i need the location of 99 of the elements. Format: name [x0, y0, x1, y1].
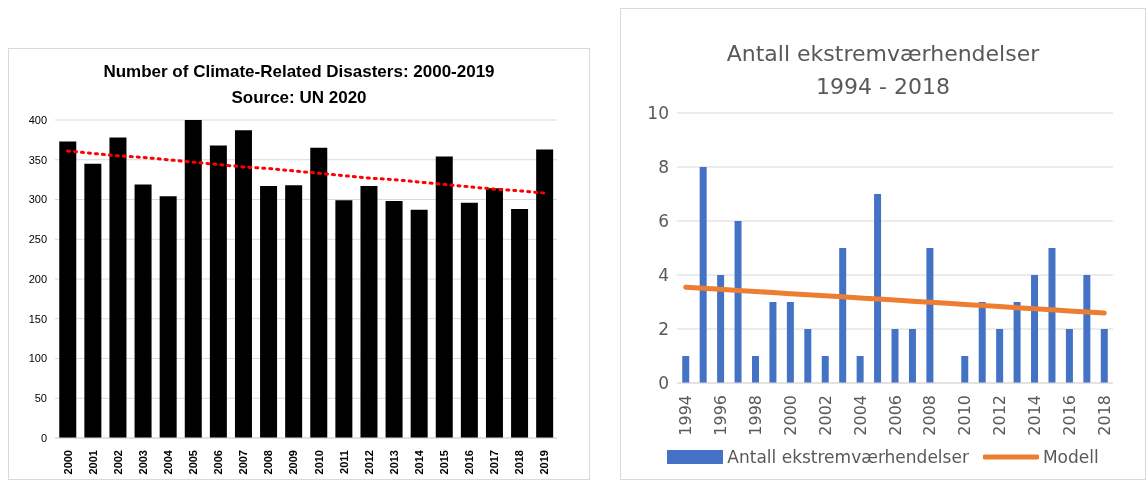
x-tick-label: 2005 [187, 450, 200, 475]
y-tick-label: 400 [28, 113, 47, 126]
x-tick-label: 2018 [513, 450, 526, 475]
y-tick-label: 10 [647, 103, 669, 124]
bar [536, 149, 554, 438]
x-tick-label: 2008 [920, 395, 940, 436]
x-tick-label: 2015 [438, 450, 451, 475]
bar [908, 329, 916, 383]
bar [1065, 329, 1073, 383]
x-tick-label: 2000 [61, 450, 74, 475]
bar [1100, 329, 1108, 383]
chart-title: Number of Climate-Related Disasters: 2000-2019 [102, 61, 496, 83]
bar [511, 209, 529, 438]
chart-title: Antall ekstremværhendelser [725, 40, 1041, 68]
legend-label: Modell [1042, 447, 1099, 467]
x-tick-label: 2012 [362, 450, 375, 475]
bar [874, 194, 882, 383]
bar [59, 141, 77, 438]
bar [460, 202, 478, 438]
x-tick-label: 2007 [237, 450, 250, 475]
bar [485, 188, 503, 438]
bar [856, 356, 864, 383]
y-tick-label: 2 [658, 319, 669, 340]
x-tick-label: 2017 [488, 450, 501, 475]
bar [159, 196, 177, 438]
x-tick-label: 2014 [1025, 395, 1045, 436]
bar [891, 329, 899, 383]
x-tick-label: 1994 [676, 395, 696, 436]
bar [821, 356, 829, 383]
bar [804, 329, 812, 383]
y-tick-label: 50 [34, 392, 47, 405]
bar [717, 275, 725, 383]
x-tick-label: 2012 [990, 395, 1010, 436]
y-tick-label: 100 [28, 352, 47, 365]
y-tick-label: 200 [28, 272, 47, 285]
line-series [66, 149, 546, 195]
y-tick-label: 150 [28, 312, 47, 325]
y-tick-label: 6 [658, 211, 669, 232]
bar [385, 201, 403, 438]
bar [786, 302, 794, 383]
x-tick-label: 2009 [287, 450, 300, 475]
bar [1083, 275, 1091, 383]
bar [926, 248, 934, 383]
chart-subtitle: 1994 - 2018 [815, 73, 951, 101]
x-tick-label: 2002 [815, 395, 835, 436]
x-tick-label: 2004 [850, 395, 870, 436]
x-tick-label: 2004 [161, 449, 174, 475]
bar [1031, 275, 1039, 383]
bar [234, 130, 252, 438]
bar [310, 147, 328, 438]
x-tick-label: 1996 [711, 395, 731, 436]
x-tick-label: 2000 [780, 395, 800, 436]
bar [209, 145, 227, 438]
bar [769, 302, 777, 383]
x-tick-label: 2001 [86, 450, 99, 475]
y-tick-label: 0 [40, 431, 47, 444]
bar [360, 185, 378, 438]
x-tick-label: 1998 [745, 395, 765, 436]
bar [134, 184, 152, 438]
x-tick-label: 2010 [955, 395, 975, 436]
legend-label: Antall ekstremværhendelser [727, 447, 969, 467]
bar [978, 302, 986, 383]
x-tick-label: 2013 [387, 450, 400, 475]
x-tick-label: 2006 [212, 450, 225, 475]
x-tick-label: 2003 [136, 450, 149, 475]
bar [285, 185, 303, 438]
bar [184, 120, 202, 438]
bar [410, 209, 428, 438]
x-tick-label: 2014 [412, 449, 425, 475]
bar [996, 329, 1004, 383]
bar [751, 356, 759, 383]
bar [260, 185, 278, 438]
x-tick-label: 2019 [538, 450, 551, 475]
bar [435, 156, 453, 438]
bar [682, 356, 690, 383]
y-tick-label: 250 [28, 233, 47, 246]
bar [335, 200, 353, 438]
y-tick-label: 0 [658, 373, 669, 394]
y-tick-label: 8 [658, 157, 669, 178]
x-tick-label: 2011 [337, 450, 350, 474]
x-tick-label: 2016 [463, 450, 476, 475]
bar [109, 137, 127, 438]
y-tick-label: 4 [658, 265, 669, 286]
bar [839, 248, 847, 383]
chart-subtitle: Source: UN 2020 [230, 86, 368, 109]
x-tick-label: 2002 [111, 450, 124, 475]
x-tick-label: 2010 [312, 450, 325, 475]
bar [961, 356, 969, 383]
y-tick-label: 350 [28, 153, 47, 166]
x-tick-label: 2018 [1094, 395, 1114, 436]
bar [1013, 302, 1021, 383]
x-tick-label: 2006 [885, 395, 905, 436]
bar [84, 163, 102, 438]
bar [699, 167, 707, 383]
bar [1048, 248, 1056, 383]
x-tick-label: 2016 [1059, 395, 1079, 436]
y-tick-label: 300 [28, 193, 47, 206]
bar [734, 221, 742, 383]
x-tick-label: 2008 [262, 450, 275, 475]
